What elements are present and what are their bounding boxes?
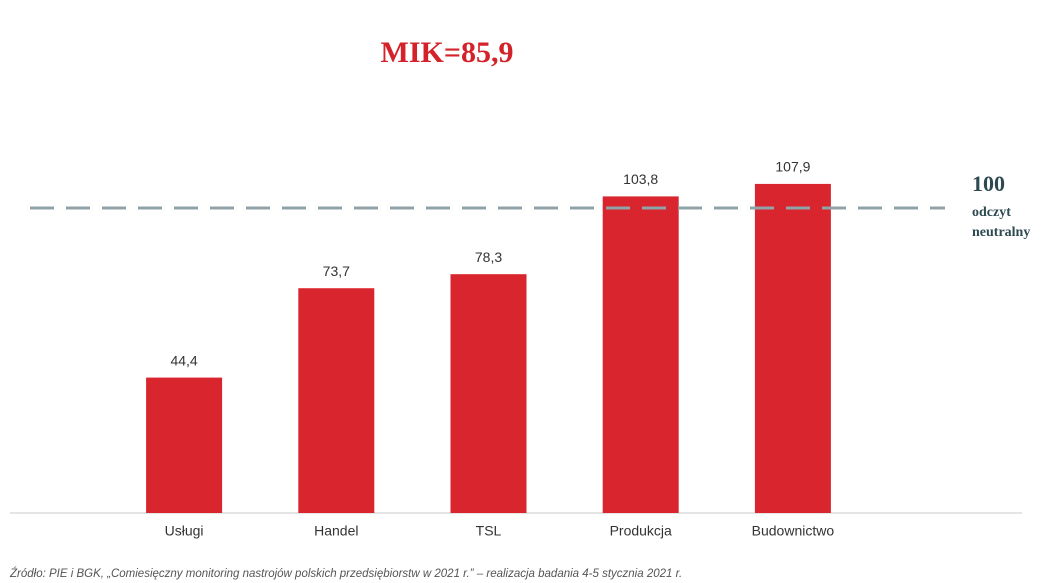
- reference-note: neutralny: [972, 225, 1030, 240]
- reference-note: odczyt: [972, 205, 1011, 220]
- x-tick-label: Produkcja: [610, 523, 672, 539]
- source-note: Źródło: PIE i BGK, „Comiesięczny monitor…: [9, 567, 682, 580]
- bar: [146, 377, 223, 513]
- x-tick-label: TSL: [476, 523, 502, 539]
- x-tick-label: Handel: [314, 523, 358, 539]
- value-label: 78,3: [475, 249, 502, 265]
- bar: [450, 274, 527, 513]
- bar: [754, 183, 831, 513]
- value-label: 103,8: [623, 171, 658, 187]
- bar: [602, 196, 679, 513]
- x-tick-label: Usługi: [165, 523, 204, 539]
- x-tick-label: Budownictwo: [752, 523, 835, 539]
- value-label: 107,9: [775, 159, 810, 175]
- value-label: 73,7: [323, 263, 350, 279]
- value-label: 44,4: [170, 352, 197, 368]
- reference-label: 100: [972, 171, 1005, 196]
- bar: [298, 288, 375, 513]
- chart-subtitle: MIK=85,9: [381, 36, 514, 69]
